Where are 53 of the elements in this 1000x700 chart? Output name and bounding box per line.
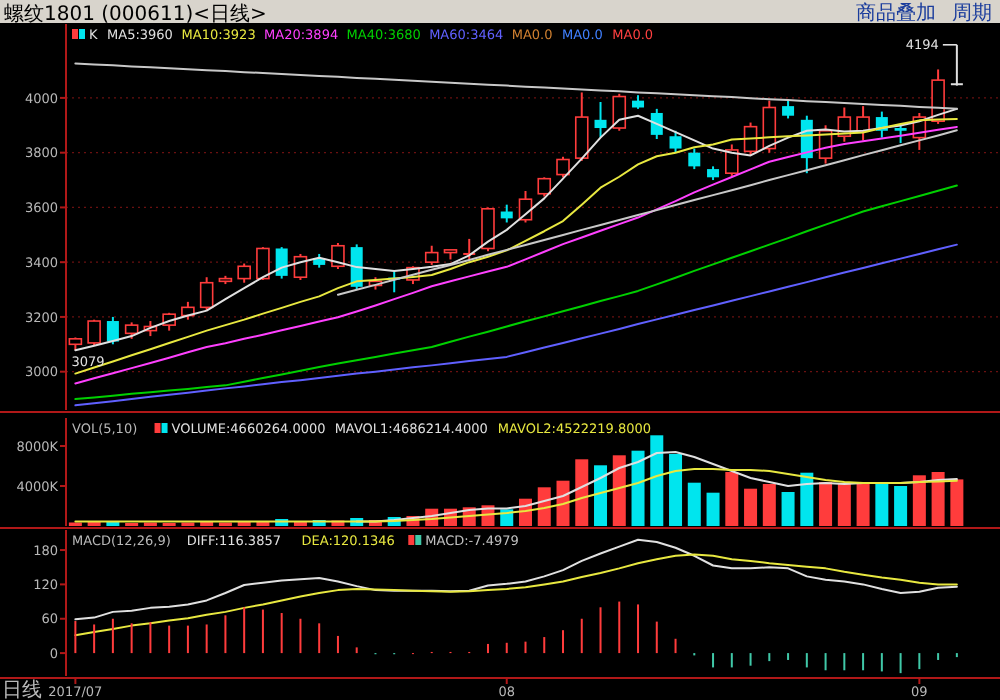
candlestick [481, 206, 495, 253]
bar [894, 486, 908, 526]
bar [931, 472, 945, 526]
candlestick [537, 176, 552, 198]
line-series [74, 184, 958, 401]
bar [837, 484, 851, 526]
bar [706, 492, 720, 526]
bar [744, 488, 758, 526]
bar [800, 472, 814, 526]
bar [875, 482, 889, 526]
bar [762, 484, 776, 526]
bar [669, 454, 683, 526]
candlestick [87, 318, 101, 347]
bar [594, 465, 608, 526]
bar [819, 482, 833, 526]
candlestick [688, 147, 701, 171]
candlestick [237, 262, 251, 284]
bar [650, 435, 664, 526]
bar [781, 492, 795, 526]
line-series [74, 538, 958, 621]
candlestick [612, 92, 627, 132]
candlestick [669, 129, 682, 154]
line-series [74, 468, 958, 523]
candlestick [199, 276, 214, 312]
candlestick [275, 246, 288, 280]
candlestick [256, 246, 270, 281]
candlestick [106, 315, 119, 346]
bar [687, 482, 701, 526]
candlestick [650, 107, 663, 140]
annotation: 周期 [952, 1, 992, 25]
candlestick [725, 143, 739, 177]
chart-title: 螺纹1801 (000611)<日线> [4, 1, 267, 26]
line-series [74, 553, 958, 637]
bar [612, 455, 626, 526]
bar [912, 475, 926, 526]
annotation: 商品叠加 [856, 1, 937, 25]
bar [631, 450, 645, 526]
bar [856, 482, 870, 526]
text: 日线 [2, 678, 42, 700]
line-series [74, 243, 958, 407]
candlestick [556, 155, 570, 179]
candlestick [424, 244, 439, 266]
candlestick [949, 43, 964, 87]
candlestick [894, 122, 907, 145]
candlestick [594, 101, 607, 139]
bar [950, 479, 964, 526]
candlestick [331, 242, 345, 271]
bar [725, 472, 739, 526]
candlestick [782, 98, 795, 120]
bar [575, 459, 589, 526]
candlestick [574, 91, 589, 162]
bar [556, 480, 570, 526]
candlestick [856, 105, 870, 142]
